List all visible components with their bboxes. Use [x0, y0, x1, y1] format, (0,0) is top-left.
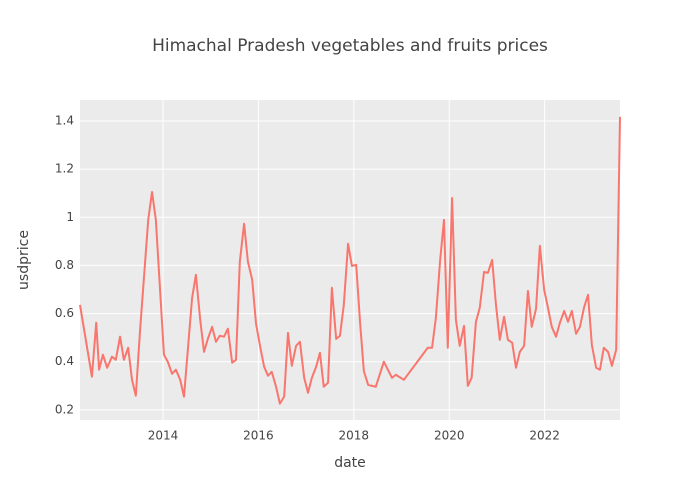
y-tick-label: 0.8: [55, 258, 74, 272]
y-tick-label: 0.2: [55, 402, 74, 416]
y-tick-label: 0.6: [55, 306, 74, 320]
x-tick-label: 2022: [529, 429, 560, 443]
y-tick-label: 1.4: [55, 113, 74, 127]
y-tick-label: 0.4: [55, 354, 74, 368]
line: [79, 116, 621, 405]
x-tick-label: 2016: [243, 429, 274, 443]
x-tick-label: 2020: [434, 429, 465, 443]
y-axis-title: usdprice: [16, 230, 32, 290]
x-tick-label: 2014: [148, 429, 179, 443]
y-tick-label: 1.2: [55, 162, 74, 176]
chart-title: Himachal Pradesh vegetables and fruits p…: [152, 36, 548, 56]
y-tick-label: 1: [66, 210, 74, 224]
x-tick-label: 2018: [339, 429, 370, 443]
x-axis-title: date: [334, 455, 366, 471]
